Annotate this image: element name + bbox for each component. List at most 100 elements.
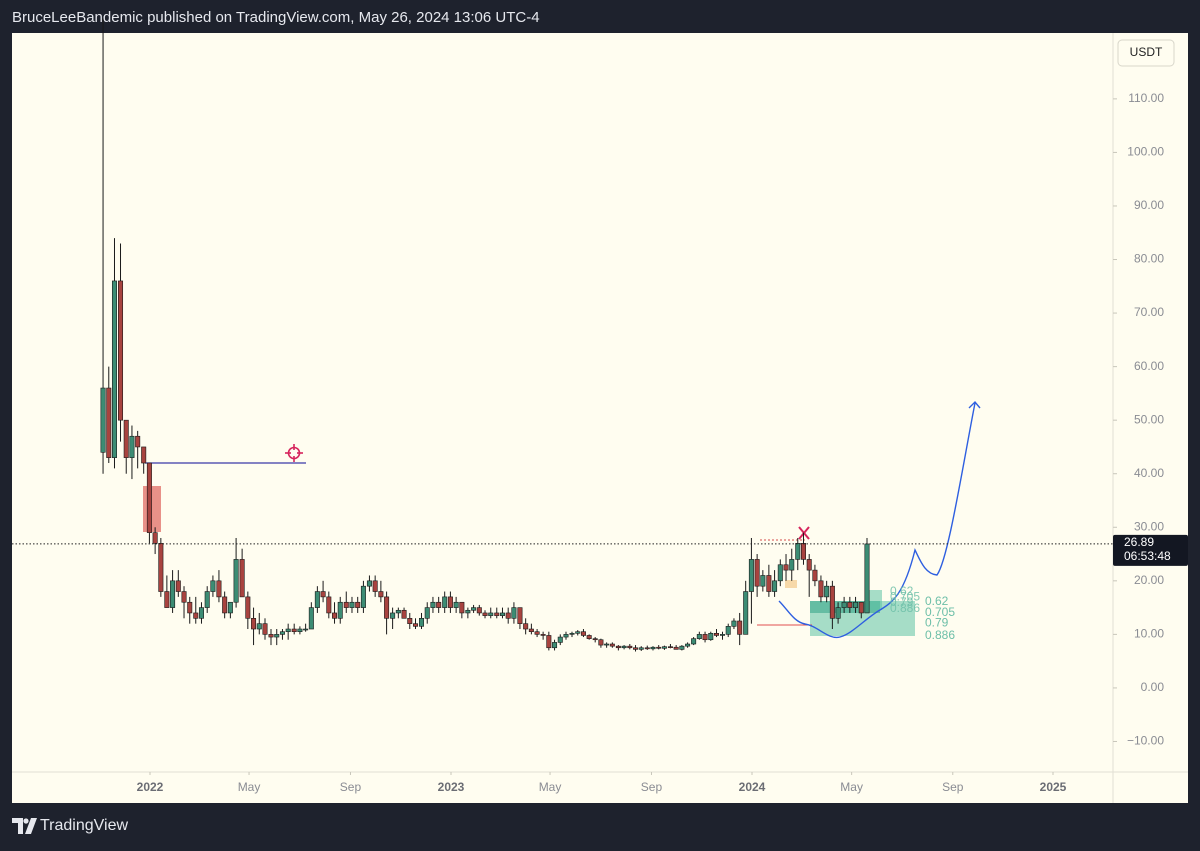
candle-body [546,635,552,649]
candle-body [384,596,390,619]
candle-body [170,580,176,608]
candle-body [528,628,534,632]
candle-body [118,280,124,421]
candle-body [766,575,772,592]
candle-body [702,634,708,641]
candle-body [337,601,343,619]
candle-body [436,601,442,608]
candle-body [100,387,106,453]
candle-body [227,601,233,614]
candle-body [725,626,731,635]
candle-body [656,646,662,649]
candle-body [471,607,477,611]
candle-body [181,591,187,603]
y-tick-label: 0.00 [1141,680,1165,694]
candle-body [806,559,812,571]
candle-body [459,601,465,614]
candle-body [743,591,749,635]
x-tick-label: 2022 [137,780,164,794]
currency-label: USDT [1130,45,1163,59]
candle-body [511,607,517,619]
candle-body [482,612,488,616]
candle-body [407,618,413,624]
order-block [143,486,161,532]
candle-body [285,628,291,632]
y-tick-label: 40.00 [1134,466,1164,480]
candle-body [412,623,418,627]
candle-body [291,628,297,632]
candle-body [401,609,407,619]
candle-body [262,623,268,635]
candle-body [777,564,783,582]
candle-body [210,580,216,592]
fib-label: 0.886 [925,628,955,642]
candle-body [667,646,673,648]
candles [100,18,870,652]
y-tick-label: 30.00 [1134,519,1164,533]
y-tick-label: 10.00 [1134,627,1164,641]
candle-body [598,639,604,646]
candle-body [505,612,511,619]
projection-path [778,402,976,639]
fib-label: 0.62 [925,594,949,608]
candle-body [685,643,691,647]
candle-body [800,543,806,560]
candle-body [858,601,864,614]
candle-body [795,543,801,560]
candle-body [748,559,754,592]
candle-body [517,607,523,624]
candle-body [488,612,494,616]
candle-body [650,646,656,650]
candle-body [580,631,586,636]
candle-body [314,591,320,608]
candle-body [772,580,778,592]
candle-body [476,607,482,614]
y-tick-label: 50.00 [1134,412,1164,426]
fib-label-duplicate: 0.705 [890,590,920,604]
x-tick-label: May [840,780,863,794]
candle-body [198,607,204,619]
candle-body [326,596,332,614]
y-tick-label: 80.00 [1134,252,1164,266]
candle-body [372,580,378,592]
x-tick-label: 2023 [438,780,465,794]
chart-area [12,33,1188,803]
candle-body [332,612,338,619]
candle-body [864,543,870,614]
candle-body [696,634,702,639]
candle-body [569,633,575,635]
candle-body [812,569,818,582]
candle-body [204,591,210,608]
candle-body [465,609,471,614]
candle-body [633,647,639,650]
top-marker [798,526,810,540]
x-tick-label: Sep [942,780,964,794]
last-price-box [1113,534,1188,566]
candle-body [245,596,251,619]
candle-body [627,645,633,649]
y-tick-label: 70.00 [1134,305,1164,319]
currency-box[interactable] [1117,39,1175,67]
candle-body [442,596,448,608]
candle-body [720,634,726,636]
candle-body [308,607,314,630]
candle-body [123,419,129,458]
candle-body [679,645,685,650]
candle-body [708,633,714,641]
countdown-label: 06:53:48 [1124,549,1171,563]
candle-body [158,543,164,592]
candle-body [152,532,158,544]
candle-body [366,580,372,587]
candle-body [447,596,453,608]
last-price-label: 26.89 [1124,535,1154,549]
candle-body [853,601,859,608]
candle-body [349,601,355,608]
candle-body [268,634,274,638]
x-tick-label: May [238,780,261,794]
candle-body [737,620,743,635]
brand-name: TradingView [40,817,128,834]
drawings [143,400,981,639]
candle-body [297,628,303,632]
y-tick-label: 100.00 [1127,145,1164,159]
